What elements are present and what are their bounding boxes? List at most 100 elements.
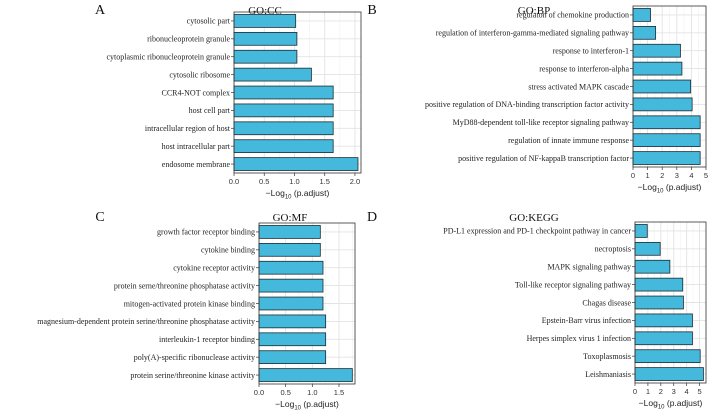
- plot-frame: [634, 221, 707, 384]
- x-axis-label: −Log10 (p.adjust): [639, 398, 703, 411]
- category-label: Chagas disease: [582, 298, 631, 307]
- category-label: CCR4-NOT complex: [161, 88, 230, 97]
- category-label: cytokine receptor activity: [173, 264, 255, 273]
- bar: [258, 260, 324, 275]
- bar: [233, 67, 312, 82]
- x-tick-label: 5: [697, 387, 701, 396]
- category-label: cytoplasmic ribonucleoprotein granule: [106, 53, 230, 62]
- panel-title: GO:CC: [248, 5, 282, 17]
- category-label: magnesium-dependent protein serine/threo…: [37, 317, 255, 326]
- x-axis-label-subscript: 10: [657, 189, 664, 195]
- panel-title: GO:KEGG: [509, 212, 559, 224]
- x-axis-label-subscript: 10: [285, 195, 292, 201]
- bar: [634, 259, 671, 274]
- bar: [634, 313, 693, 328]
- x-axis-label-subscript: 10: [658, 405, 665, 411]
- plot-frame: [258, 222, 356, 385]
- bar: [634, 241, 661, 256]
- category-label: response to interferon-alpha: [539, 64, 629, 73]
- bar: [258, 314, 327, 329]
- x-tick-label: 2: [660, 171, 664, 180]
- x-tick-label: 3: [672, 387, 676, 396]
- category-label: positive regulation of DNA-binding trans…: [425, 100, 629, 109]
- category-label: regulation of innate immune response: [508, 136, 629, 145]
- x-axis-label-prefix: −Log: [639, 398, 658, 408]
- panel-letter: C: [95, 210, 104, 225]
- panel-title: GO:BP: [518, 5, 550, 17]
- category-label: Toxoplasmosis: [583, 352, 631, 361]
- x-tick-label: 2.0: [350, 177, 360, 186]
- x-tick-label: 1: [646, 171, 650, 180]
- bar: [632, 8, 651, 22]
- x-axis-label-suffix: (p.adjust): [301, 399, 339, 409]
- bar: [634, 277, 684, 292]
- x-axis-label-suffix: (p.adjust): [665, 398, 703, 408]
- category-label: interleukin-1 receptor binding: [159, 335, 255, 344]
- bar: [632, 151, 701, 165]
- bar: [632, 97, 693, 112]
- category-label: Toll-like receptor signaling pathway: [515, 280, 631, 289]
- bar: [233, 139, 334, 154]
- category-label: positive regulation of NF-kappaB transcr…: [458, 154, 629, 163]
- category-label: growth factor receptor binding: [157, 228, 255, 237]
- x-tick-label: 1: [646, 387, 650, 396]
- bar: [632, 115, 701, 130]
- x-tick-label: 1.0: [289, 177, 299, 186]
- x-tick-label: 0.5: [280, 388, 290, 397]
- x-tick-label: 0.0: [254, 388, 264, 397]
- bar: [634, 295, 684, 310]
- chart-panel-c: C GO:MF growth factor receptor binding cyto…: [37, 210, 356, 412]
- category-label: endosome membrane: [162, 160, 231, 169]
- category-label: regulaton of chemokine production: [516, 11, 629, 20]
- category-label: Epstein-Barr virus infection: [542, 316, 631, 325]
- x-tick-label: 4: [685, 387, 689, 396]
- bar: [634, 331, 693, 346]
- panel-title: GO:MF: [273, 212, 308, 224]
- bar: [258, 368, 353, 382]
- x-tick-label: 2: [659, 387, 663, 396]
- bar: [632, 43, 681, 58]
- bar: [258, 296, 324, 311]
- x-tick-label: 3: [675, 171, 679, 180]
- category-label: regulation of interferon-gamma-mediated …: [436, 29, 629, 38]
- bar: [632, 61, 683, 76]
- category-label: mitogen-activated protein kinase binding: [124, 299, 255, 308]
- panel-letter: A: [95, 3, 106, 18]
- category-label: MyD88-dependent toll-like receptor signa…: [453, 118, 629, 127]
- category-label: cytosolic ribosome: [169, 70, 230, 79]
- category-label: response to interferon-1: [553, 47, 629, 56]
- x-axis-label: −Log10 (p.adjust): [275, 399, 339, 412]
- x-tick-label: 1.5: [334, 388, 344, 397]
- category-label: ribonucleoprotein granule: [147, 35, 230, 44]
- bar: [258, 350, 327, 365]
- x-axis-label-suffix: (p.adjust): [292, 188, 330, 198]
- x-tick-label: 1.0: [307, 388, 317, 397]
- x-axis-label-prefix: −Log: [638, 182, 657, 192]
- x-tick-label: 5: [704, 171, 708, 180]
- category-label: protein serine/threonine kinase activity: [130, 371, 255, 380]
- x-tick-label: 0.0: [229, 177, 239, 186]
- category-label: intracellular region of host: [145, 124, 231, 133]
- category-label: protein serne/threonine phosphatase acti…: [114, 281, 255, 290]
- panel-letter: D: [367, 210, 377, 225]
- bar: [632, 25, 657, 40]
- category-label: necroptosis: [595, 245, 631, 254]
- bar: [634, 224, 648, 238]
- x-tick-label: 4: [689, 171, 693, 180]
- x-tick-label: 0: [631, 171, 635, 180]
- category-label: cytokine binding: [201, 246, 255, 255]
- bar: [258, 225, 321, 239]
- plot-frame: [632, 5, 707, 168]
- x-tick-label: 0: [633, 387, 637, 396]
- x-axis-label-suffix: (p.adjust): [664, 182, 702, 192]
- category-label: PD-L1 expression and PD-1 checkpoint pat…: [443, 227, 631, 236]
- bar: [233, 157, 359, 171]
- category-label: stress activated MAPK cascade: [528, 82, 629, 91]
- x-tick-label: 1.5: [319, 177, 329, 186]
- x-tick-label: 0.5: [259, 177, 269, 186]
- bar: [233, 31, 298, 46]
- x-axis-label-prefix: −Log: [275, 399, 294, 409]
- category-label: host cell part: [189, 106, 231, 115]
- category-label: cytosolic part: [187, 17, 231, 26]
